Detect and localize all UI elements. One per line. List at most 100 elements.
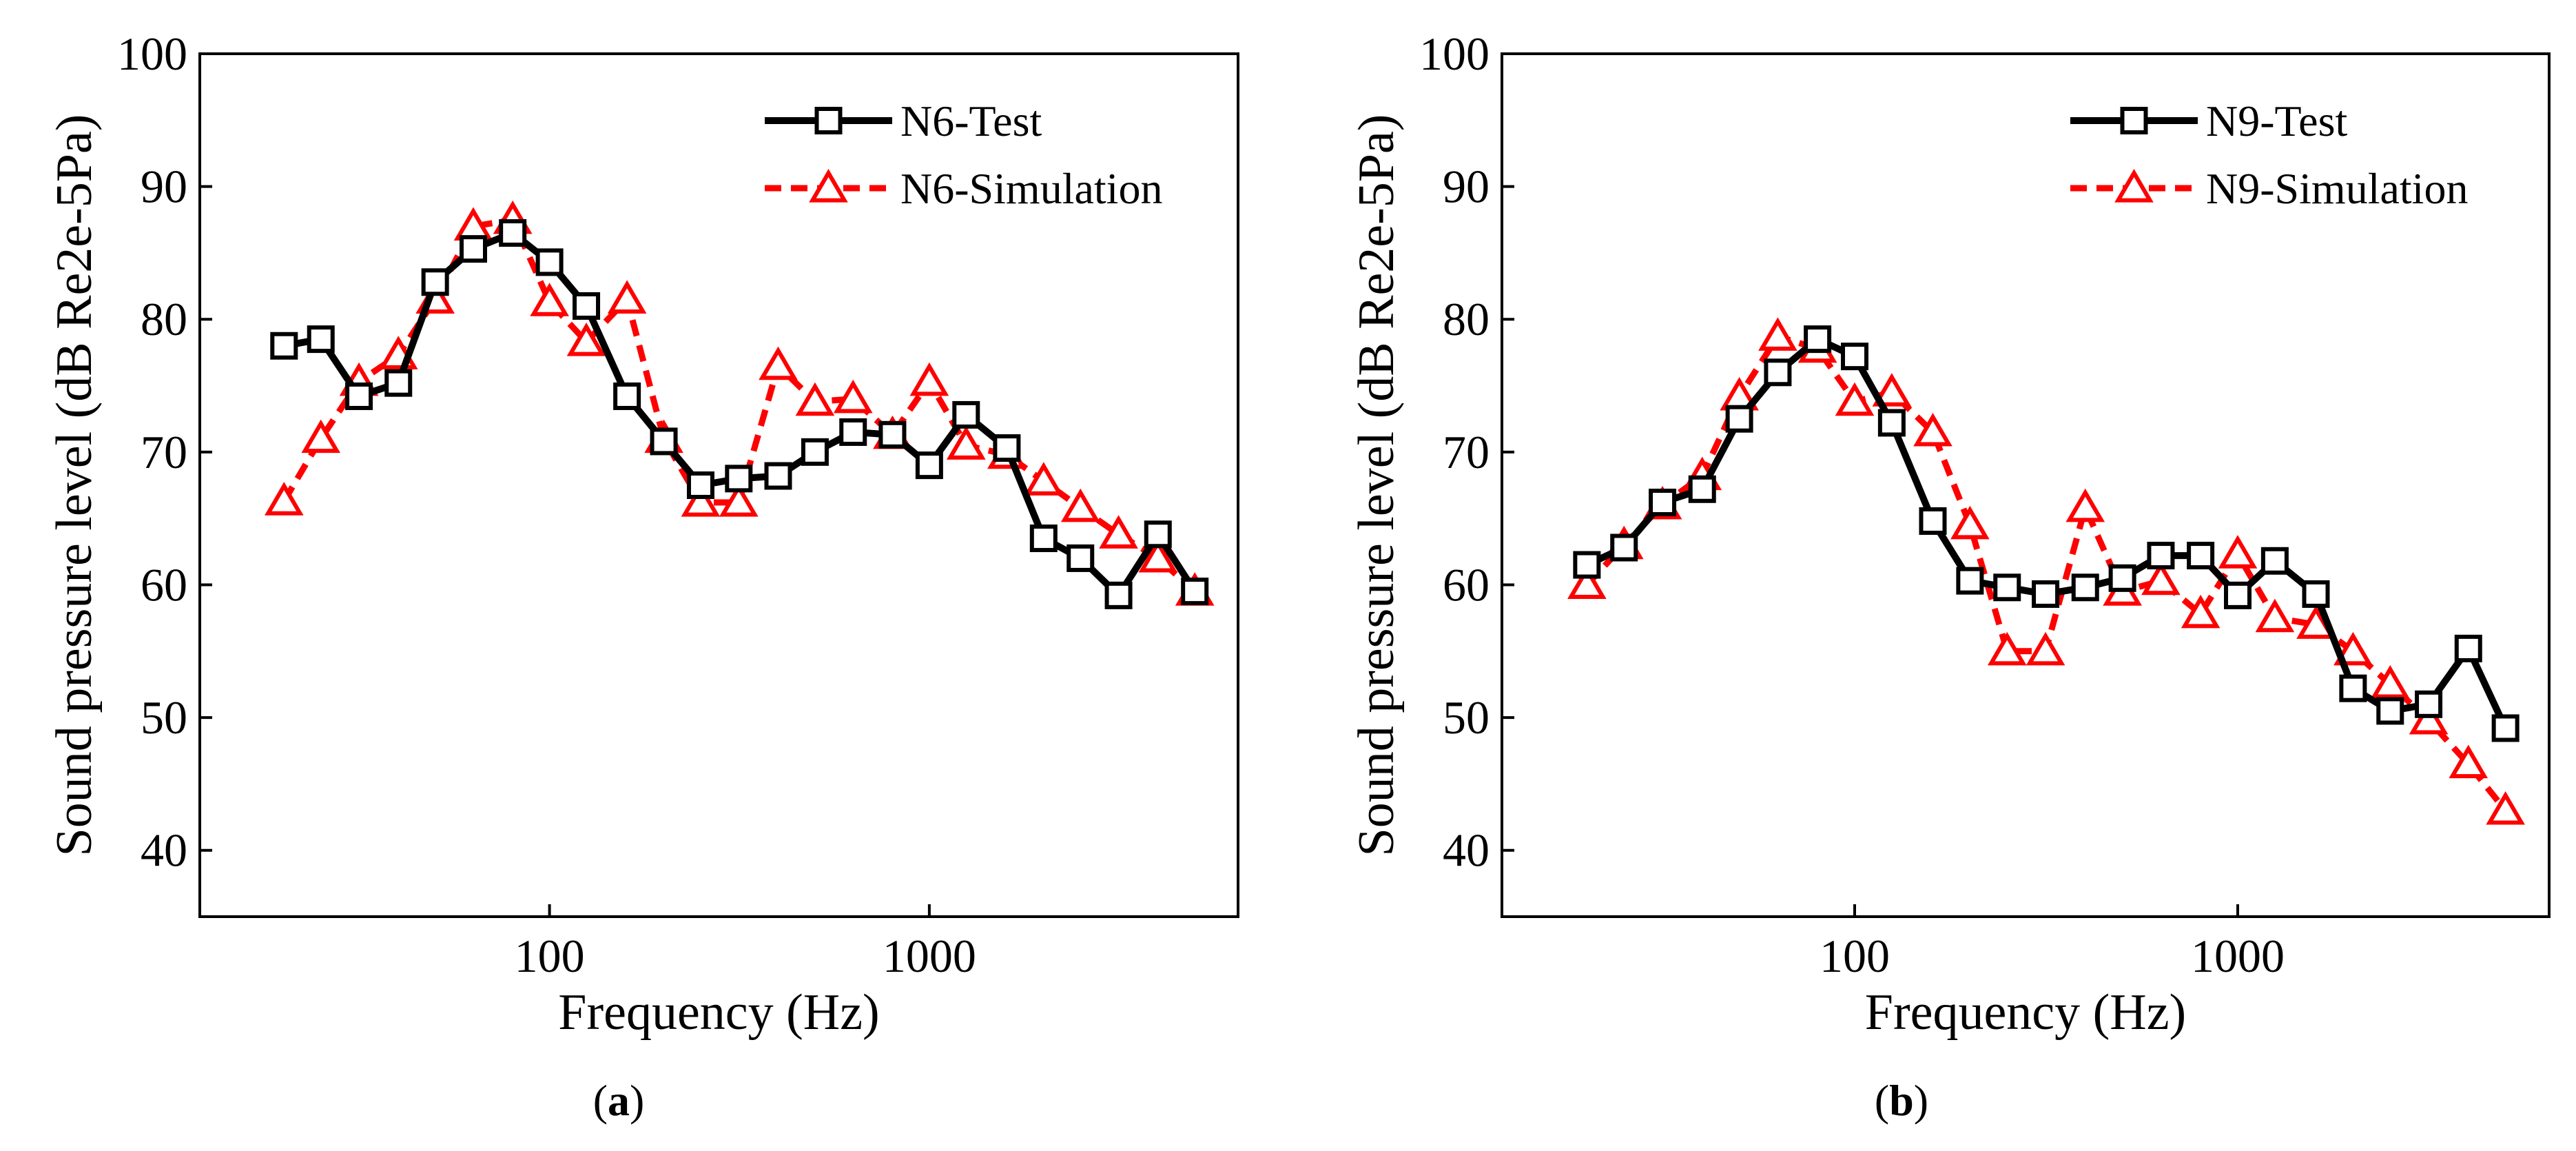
y-tick-label: 60 bbox=[141, 558, 187, 611]
data-point-N9-Simulation bbox=[2486, 791, 2525, 825]
legend-marker-N9-Simulation bbox=[2114, 169, 2154, 203]
data-point-N9-Test bbox=[2339, 674, 2367, 702]
data-point-N9-Simulation bbox=[2141, 561, 2181, 595]
data-point-N9-Test bbox=[2032, 580, 2060, 608]
legend-label-N9-Simulation: N9-Simulation bbox=[2206, 164, 2468, 213]
x-tick-label: 1000 bbox=[2191, 930, 2285, 982]
data-point-N9-Test bbox=[2108, 564, 2136, 592]
data-point-N6-Simulation bbox=[719, 483, 759, 517]
data-point-N9-Test bbox=[1877, 409, 1906, 437]
data-point-N9-Test bbox=[2071, 573, 2099, 602]
data-point-N9-Test bbox=[1725, 405, 1753, 433]
data-point-N9-Simulation bbox=[2255, 598, 2295, 633]
data-point-N9-Simulation bbox=[1987, 631, 2027, 666]
data-point-N6-Test bbox=[993, 434, 1021, 462]
data-point-N9-Simulation bbox=[1835, 382, 1875, 416]
data-point-N6-Test bbox=[1144, 520, 1172, 549]
data-point-N9-Test bbox=[1649, 489, 1677, 517]
data-point-N9-Simulation bbox=[2333, 631, 2373, 666]
data-point-N9-Test bbox=[1840, 343, 1868, 371]
data-point-N6-Simulation bbox=[1060, 488, 1100, 522]
panel-label-letter: a bbox=[608, 1076, 630, 1125]
y-tick-label: 80 bbox=[1443, 293, 1490, 345]
data-point-N6-Test bbox=[499, 219, 527, 247]
panel-label-open: ( bbox=[593, 1076, 608, 1125]
data-point-N6-Simulation bbox=[264, 482, 304, 516]
data-point-N6-Test bbox=[839, 418, 867, 446]
data-point-N6-Simulation bbox=[530, 283, 569, 316]
data-point-N9-Simulation bbox=[1913, 412, 1952, 447]
y-tick-label: 100 bbox=[1419, 28, 1490, 80]
y-tick-label: 40 bbox=[141, 824, 187, 877]
data-point-N6-Test bbox=[1181, 578, 1209, 606]
data-point-N6-Test bbox=[345, 382, 373, 410]
data-point-N9-Simulation bbox=[1758, 317, 1797, 351]
data-point-N6-Simulation bbox=[909, 362, 949, 396]
data-point-N6-Simulation bbox=[1024, 462, 1064, 496]
data-point-N9-Test bbox=[1993, 573, 2021, 602]
data-point-N9-Test bbox=[1610, 533, 1638, 562]
x-tick-label: 100 bbox=[515, 930, 585, 982]
data-point-N6-Test bbox=[915, 451, 943, 480]
x-tick-label: 1000 bbox=[883, 930, 976, 982]
y-tick-label: 70 bbox=[1443, 426, 1490, 478]
data-point-N6-Simulation bbox=[795, 382, 835, 416]
legend-label-N9-Test: N9-Test bbox=[2206, 96, 2347, 145]
data-point-N6-Test bbox=[459, 235, 487, 263]
data-point-N9-Test bbox=[2260, 547, 2289, 575]
data-point-N9-Simulation bbox=[2370, 664, 2410, 699]
x-tick-label: 100 bbox=[1820, 930, 1890, 982]
data-point-N9-Simulation bbox=[2409, 700, 2449, 735]
data-point-N9-Test bbox=[1956, 567, 1984, 595]
data-point-N6-Test bbox=[613, 382, 641, 410]
data-point-N9-Simulation bbox=[2026, 631, 2065, 666]
data-point-N9-Test bbox=[1764, 358, 1792, 387]
y-tick-label: 90 bbox=[141, 161, 187, 213]
data-point-N6-Simulation bbox=[759, 346, 798, 380]
plot-frame bbox=[198, 52, 1239, 918]
y-tick-label: 40 bbox=[1443, 824, 1490, 877]
data-point-N9-Simulation bbox=[2181, 594, 2220, 629]
data-point-N9-Test bbox=[2376, 697, 2404, 725]
panel-label-open: ( bbox=[1875, 1076, 1889, 1125]
legend-marker-N6-Simulation bbox=[809, 169, 848, 203]
data-point-N6-Simulation bbox=[946, 426, 986, 460]
series-line-N6-Test bbox=[283, 230, 1198, 599]
data-point-N6-Test bbox=[270, 332, 298, 360]
x-axis-title: Frequency (Hz) bbox=[1865, 984, 2186, 1041]
y-tick-label: 90 bbox=[1443, 161, 1490, 213]
y-tick-label: 60 bbox=[1443, 558, 1490, 611]
legend-label-N6-Test: N6-Test bbox=[900, 96, 1042, 145]
data-point-N6-Test bbox=[1029, 524, 1058, 553]
data-point-N6-Test bbox=[801, 438, 829, 466]
data-point-N6-Test bbox=[1104, 581, 1133, 609]
data-point-N9-Test bbox=[2224, 581, 2252, 609]
y-axis-title: Sound pressure level (dB Re2e-5Pa) bbox=[1348, 114, 1405, 857]
data-point-N9-Simulation bbox=[1950, 505, 1990, 540]
data-point-N6-Test bbox=[307, 325, 335, 354]
data-point-N6-Test bbox=[1067, 544, 1095, 572]
data-point-N9-Test bbox=[2147, 542, 2175, 570]
legend-marker-N6-Test bbox=[814, 107, 843, 134]
series-line-N9-Test bbox=[1585, 336, 2509, 730]
data-point-N9-Test bbox=[1573, 551, 1601, 579]
data-point-N6-Simulation bbox=[1138, 538, 1178, 573]
panel-label-close: ) bbox=[630, 1076, 644, 1125]
data-point-N6-Test bbox=[952, 400, 980, 429]
data-point-N9-Simulation bbox=[2449, 744, 2489, 779]
y-axis-title: Sound pressure level (dB Re2e-5Pa) bbox=[46, 114, 103, 857]
data-point-N6-Simulation bbox=[833, 379, 873, 414]
data-point-N6-Simulation bbox=[301, 419, 341, 454]
x-axis-title: Frequency (Hz) bbox=[558, 984, 879, 1041]
data-point-N6-Test bbox=[878, 420, 907, 449]
data-point-N9-Test bbox=[2415, 690, 2443, 718]
data-point-N9-Simulation bbox=[2065, 488, 2105, 522]
y-tick-label: 100 bbox=[117, 28, 187, 80]
data-point-N6-Test bbox=[725, 465, 753, 493]
data-point-N6-Simulation bbox=[607, 280, 647, 314]
data-point-N6-Test bbox=[535, 248, 564, 276]
y-tick-label: 70 bbox=[141, 426, 187, 478]
